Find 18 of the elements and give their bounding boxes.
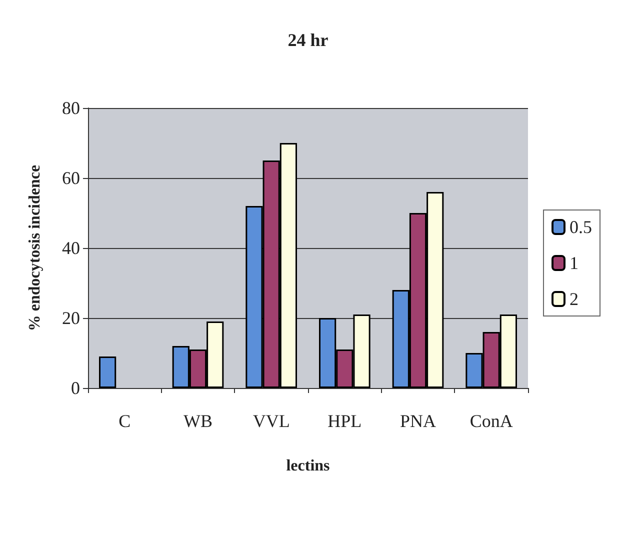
y-tick-label: 40 — [62, 238, 80, 258]
bar — [99, 356, 116, 388]
y-tick-label: 80 — [62, 98, 80, 118]
y-tick-label: 60 — [62, 168, 80, 188]
x-tick-label: PNA — [400, 411, 436, 431]
x-tick-label: C — [118, 411, 131, 431]
y-tick-label: 0 — [71, 378, 80, 398]
legend-label: 1 — [570, 253, 578, 273]
legend-label: 0.5 — [570, 217, 592, 237]
x-tick-label: HPL — [328, 411, 362, 431]
chart-title: 24 hr — [288, 30, 328, 50]
x-tick-label: WB — [184, 411, 212, 431]
legend-label: 2 — [570, 289, 578, 309]
x-tick-label: VVL — [252, 411, 290, 431]
x-axis-title: lectins — [286, 458, 330, 474]
y-axis-title: % endocytosis incidence — [26, 164, 44, 332]
y-tick-label: 20 — [62, 308, 80, 328]
x-tick-label: ConA — [470, 411, 513, 431]
